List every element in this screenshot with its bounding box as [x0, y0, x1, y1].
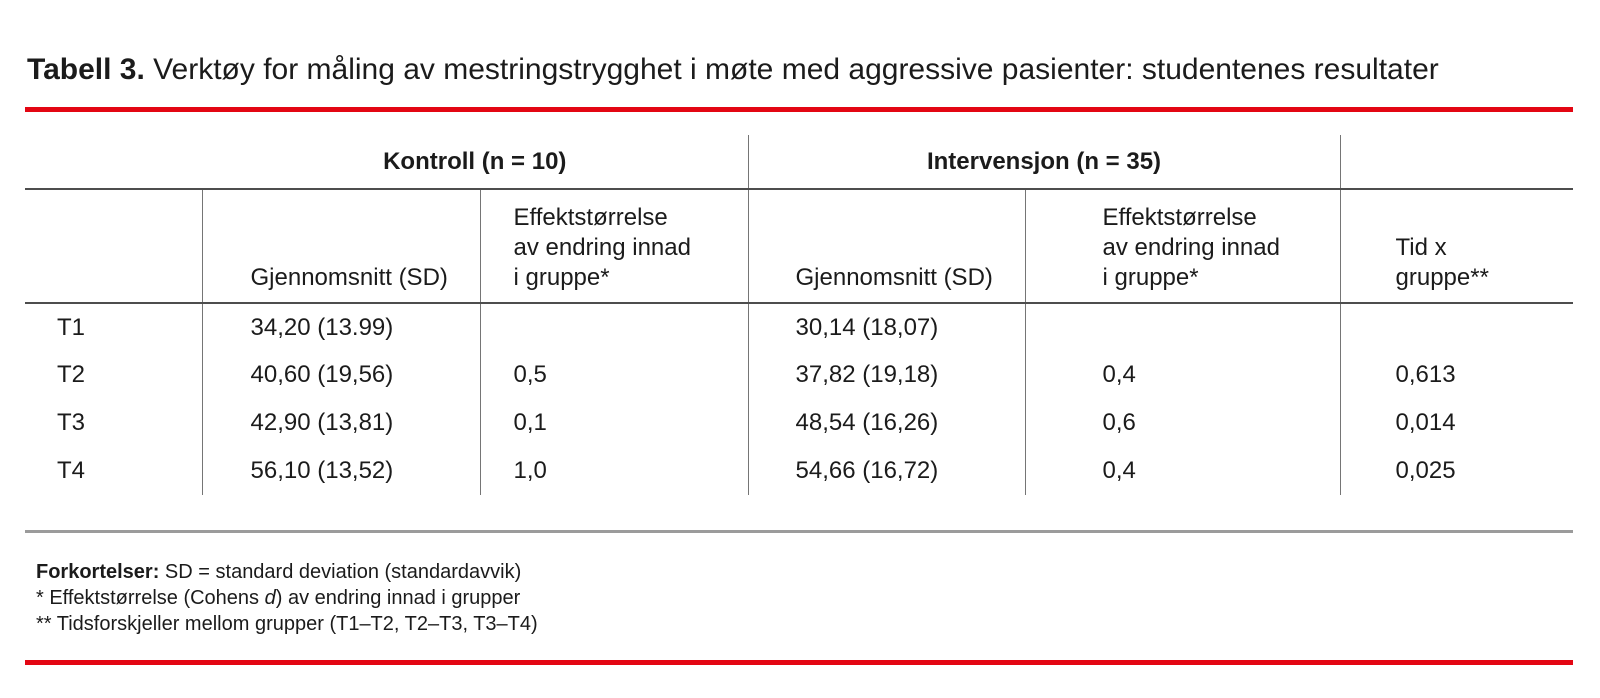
cell-row-label: T3: [25, 399, 203, 447]
cell-row-label: T2: [25, 351, 203, 399]
table-title-text: Verktøy for måling av mestringstrygghet …: [144, 53, 1439, 86]
column-header-empty: [25, 189, 203, 304]
column-header-kontroll-mean: Gjennomsnitt (SD): [202, 189, 481, 304]
cell-kontroll-mean: 40,60 (19,56): [202, 351, 481, 399]
column-header-intervensjon-mean: Gjennomsnitt (SD): [748, 189, 1026, 304]
footnotes: Forkortelser: SD = standard deviation (s…: [36, 559, 538, 637]
table-row: T4 56,10 (13,52) 1,0 54,66 (16,72) 0,4 0…: [25, 447, 1573, 495]
group-header-intervensjon: Intervensjon (n = 35): [748, 135, 1341, 190]
group-header-empty-right: [1340, 135, 1573, 190]
footnote-effect-post: ) av endring innad i grupper: [275, 587, 521, 609]
table-row: T3 42,90 (13,81) 0,1 48,54 (16,26) 0,6 0…: [25, 399, 1573, 447]
footnote-abbreviations: Forkortelser: SD = standard deviation (s…: [36, 559, 538, 585]
table-title-number: Tabell 3.: [27, 53, 145, 86]
table-row: T1 34,20 (13.99) 30,14 (18,07): [25, 303, 1573, 351]
cell-intervensjon-mean: 54,66 (16,72): [748, 447, 1026, 495]
footnote-divider-rule: [25, 530, 1573, 533]
footnote-time-differences: ** Tidsforskjeller mellom grupper (T1–T2…: [36, 613, 538, 635]
table-title: Tabell 3. Verktøy for måling av mestring…: [27, 52, 1439, 88]
cell-kontroll-mean: 56,10 (13,52): [202, 447, 481, 495]
table-row: T2 40,60 (19,56) 0,5 37,82 (19,18) 0,4 0…: [25, 351, 1573, 399]
footnote-effect-size: * Effektstørrelse (Cohens d) av endring …: [36, 585, 538, 611]
cell-tid-gruppe: 0,613: [1395, 361, 1456, 388]
cell-kontroll-mean: 34,20 (13.99): [202, 303, 481, 351]
cell-tid-gruppe: 0,025: [1395, 457, 1456, 484]
cell-intervensjon-effect: 0,4: [1025, 351, 1341, 399]
group-header-row: Kontroll (n = 10) Intervensjon (n = 35): [25, 135, 1573, 190]
footnote-abbrev-label: Forkortelser:: [36, 561, 160, 583]
footnote-abbrev-text: SD = standard deviation (standardavvik): [159, 561, 522, 583]
cell-kontroll-effect: 0,5: [480, 351, 749, 399]
cell-row-label: T4: [25, 447, 203, 495]
cell-tid-gruppe: [1340, 303, 1573, 351]
column-header-tid-gruppe: Tid x gruppe**: [1340, 189, 1573, 304]
cell-kontroll-effect: 1,0: [480, 447, 749, 495]
cell-intervensjon-effect: 0,6: [1025, 399, 1341, 447]
cell-intervensjon-effect: [1025, 303, 1341, 351]
results-table: Kontroll (n = 10) Intervensjon (n = 35) …: [25, 135, 1573, 495]
cell-kontroll-effect: 0,1: [480, 399, 749, 447]
column-header-row: Gjennomsnitt (SD) Effektstørrelse av end…: [25, 189, 1573, 304]
column-header-intervensjon-effect: Effektstørrelse av endring innad i grupp…: [1025, 189, 1341, 304]
footnote-effect-pre: * Effektstørrelse (Cohens: [36, 587, 265, 609]
cell-intervensjon-mean: 48,54 (16,26): [748, 399, 1026, 447]
cell-intervensjon-mean: 30,14 (18,07): [748, 303, 1026, 351]
cell-intervensjon-mean: 37,82 (19,18): [748, 351, 1026, 399]
column-header-kontroll-effect: Effektstørrelse av endring innad i grupp…: [480, 189, 749, 304]
bottom-accent-rule: [25, 660, 1573, 665]
group-header-empty: [25, 135, 202, 190]
cell-row-label: T1: [25, 303, 203, 351]
cell-kontroll-mean: 42,90 (13,81): [202, 399, 481, 447]
cell-intervensjon-effect: 0,4: [1025, 447, 1341, 495]
cell-kontroll-effect: [480, 303, 749, 351]
group-header-kontroll: Kontroll (n = 10): [202, 135, 749, 190]
footnote-effect-cohens-d: d: [264, 587, 276, 609]
cell-tid-gruppe: 0,014: [1395, 409, 1456, 436]
top-accent-rule: [25, 107, 1573, 112]
